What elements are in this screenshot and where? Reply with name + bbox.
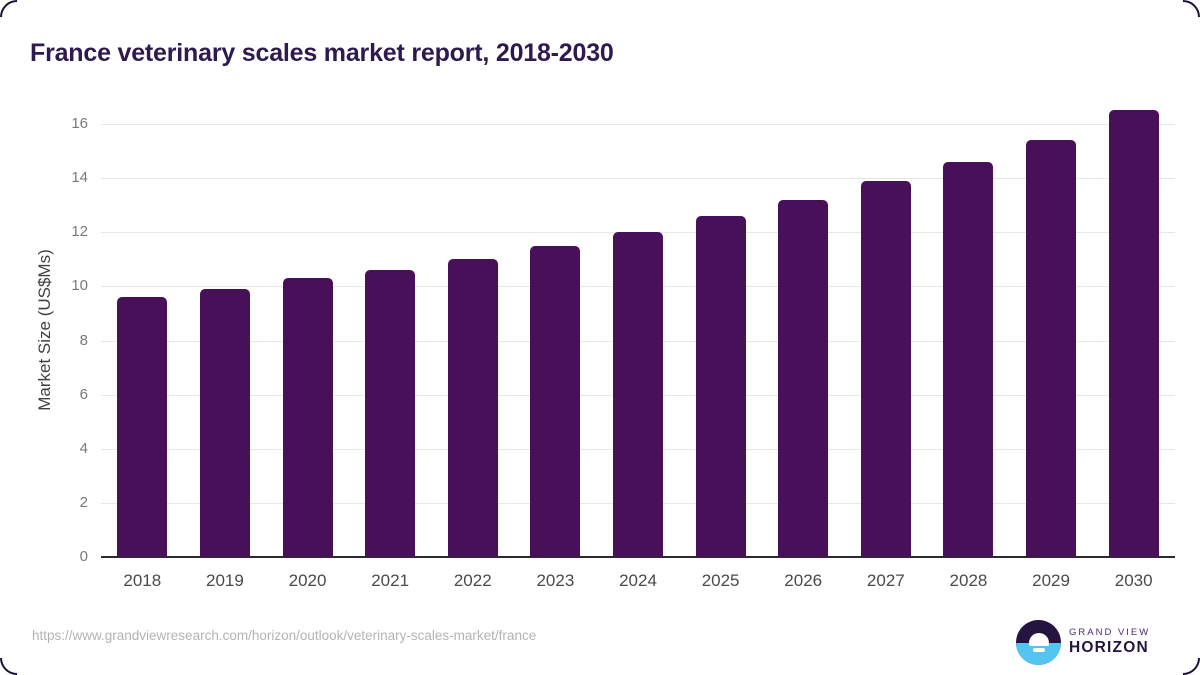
bar-2029[interactable] bbox=[1026, 140, 1077, 557]
x-tick-2028: 2028 bbox=[949, 571, 988, 590]
y-tick-8: 8 bbox=[79, 331, 88, 349]
plot-area: 0 2 4 6 8 10 12 14 16 2018 2019 2020 2021 2022 2023 202… bbox=[71, 110, 1175, 590]
x-tick-2021: 2021 bbox=[371, 571, 410, 590]
frame-corner bbox=[1183, 0, 1200, 17]
grand-view-horizon-logo[interactable]: GRAND VIEW HORIZON bbox=[1016, 618, 1171, 666]
bar-2018[interactable] bbox=[117, 297, 168, 557]
x-tick-2019: 2019 bbox=[206, 571, 244, 590]
horizon-reflection-line bbox=[1032, 648, 1045, 652]
bar-2025[interactable] bbox=[695, 216, 746, 557]
horizon-water-overlay bbox=[1016, 646, 1061, 665]
y-tick-4: 4 bbox=[79, 439, 88, 457]
y-tick-0: 0 bbox=[79, 548, 88, 565]
bar-2027[interactable] bbox=[860, 180, 911, 557]
horizon-sun-icon bbox=[1016, 620, 1061, 665]
bar-2020[interactable] bbox=[282, 278, 333, 557]
y-tick-12: 12 bbox=[71, 223, 88, 241]
frame-corner bbox=[1183, 658, 1200, 675]
bar-2021[interactable] bbox=[365, 270, 416, 557]
logo-wordmark-top: GRAND VIEW bbox=[1069, 627, 1151, 638]
page-title: France veterinary scales market report, … bbox=[30, 38, 614, 67]
bar-2028[interactable] bbox=[943, 161, 994, 557]
bar-2030[interactable] bbox=[1108, 110, 1159, 557]
x-tick-2022: 2022 bbox=[453, 571, 492, 590]
y-tick-14: 14 bbox=[71, 169, 88, 187]
frame-corner bbox=[0, 658, 17, 675]
gridline-16 bbox=[101, 124, 1175, 125]
bar-2026[interactable] bbox=[778, 199, 829, 557]
x-tick-2030: 2030 bbox=[1114, 571, 1153, 590]
frame-corner bbox=[0, 0, 17, 17]
x-tick-2025: 2025 bbox=[701, 571, 740, 590]
source-url: https://www.grandviewresearch.com/horizo… bbox=[32, 628, 537, 643]
y-tick-16: 16 bbox=[71, 115, 88, 132]
bar-2023[interactable] bbox=[530, 245, 581, 557]
y-tick-10: 10 bbox=[71, 277, 88, 295]
logo-wordmark-bottom: HORIZON bbox=[1069, 639, 1149, 656]
x-tick-2023: 2023 bbox=[536, 571, 575, 590]
y-tick-6: 6 bbox=[79, 385, 88, 403]
gridline-14 bbox=[101, 178, 1175, 180]
x-tick-2024: 2024 bbox=[619, 571, 657, 590]
x-tick-2018: 2018 bbox=[123, 571, 162, 590]
y-tick-2: 2 bbox=[79, 493, 88, 511]
x-tick-2027: 2027 bbox=[866, 571, 905, 590]
x-tick-2029: 2029 bbox=[1032, 571, 1070, 590]
bar-2022[interactable] bbox=[447, 259, 498, 557]
bar-2024[interactable] bbox=[613, 232, 663, 557]
x-tick-2026: 2026 bbox=[784, 571, 823, 590]
x-tick-2020: 2020 bbox=[288, 571, 327, 590]
bar-2019[interactable] bbox=[199, 289, 250, 557]
x-axis-line bbox=[101, 556, 1175, 558]
